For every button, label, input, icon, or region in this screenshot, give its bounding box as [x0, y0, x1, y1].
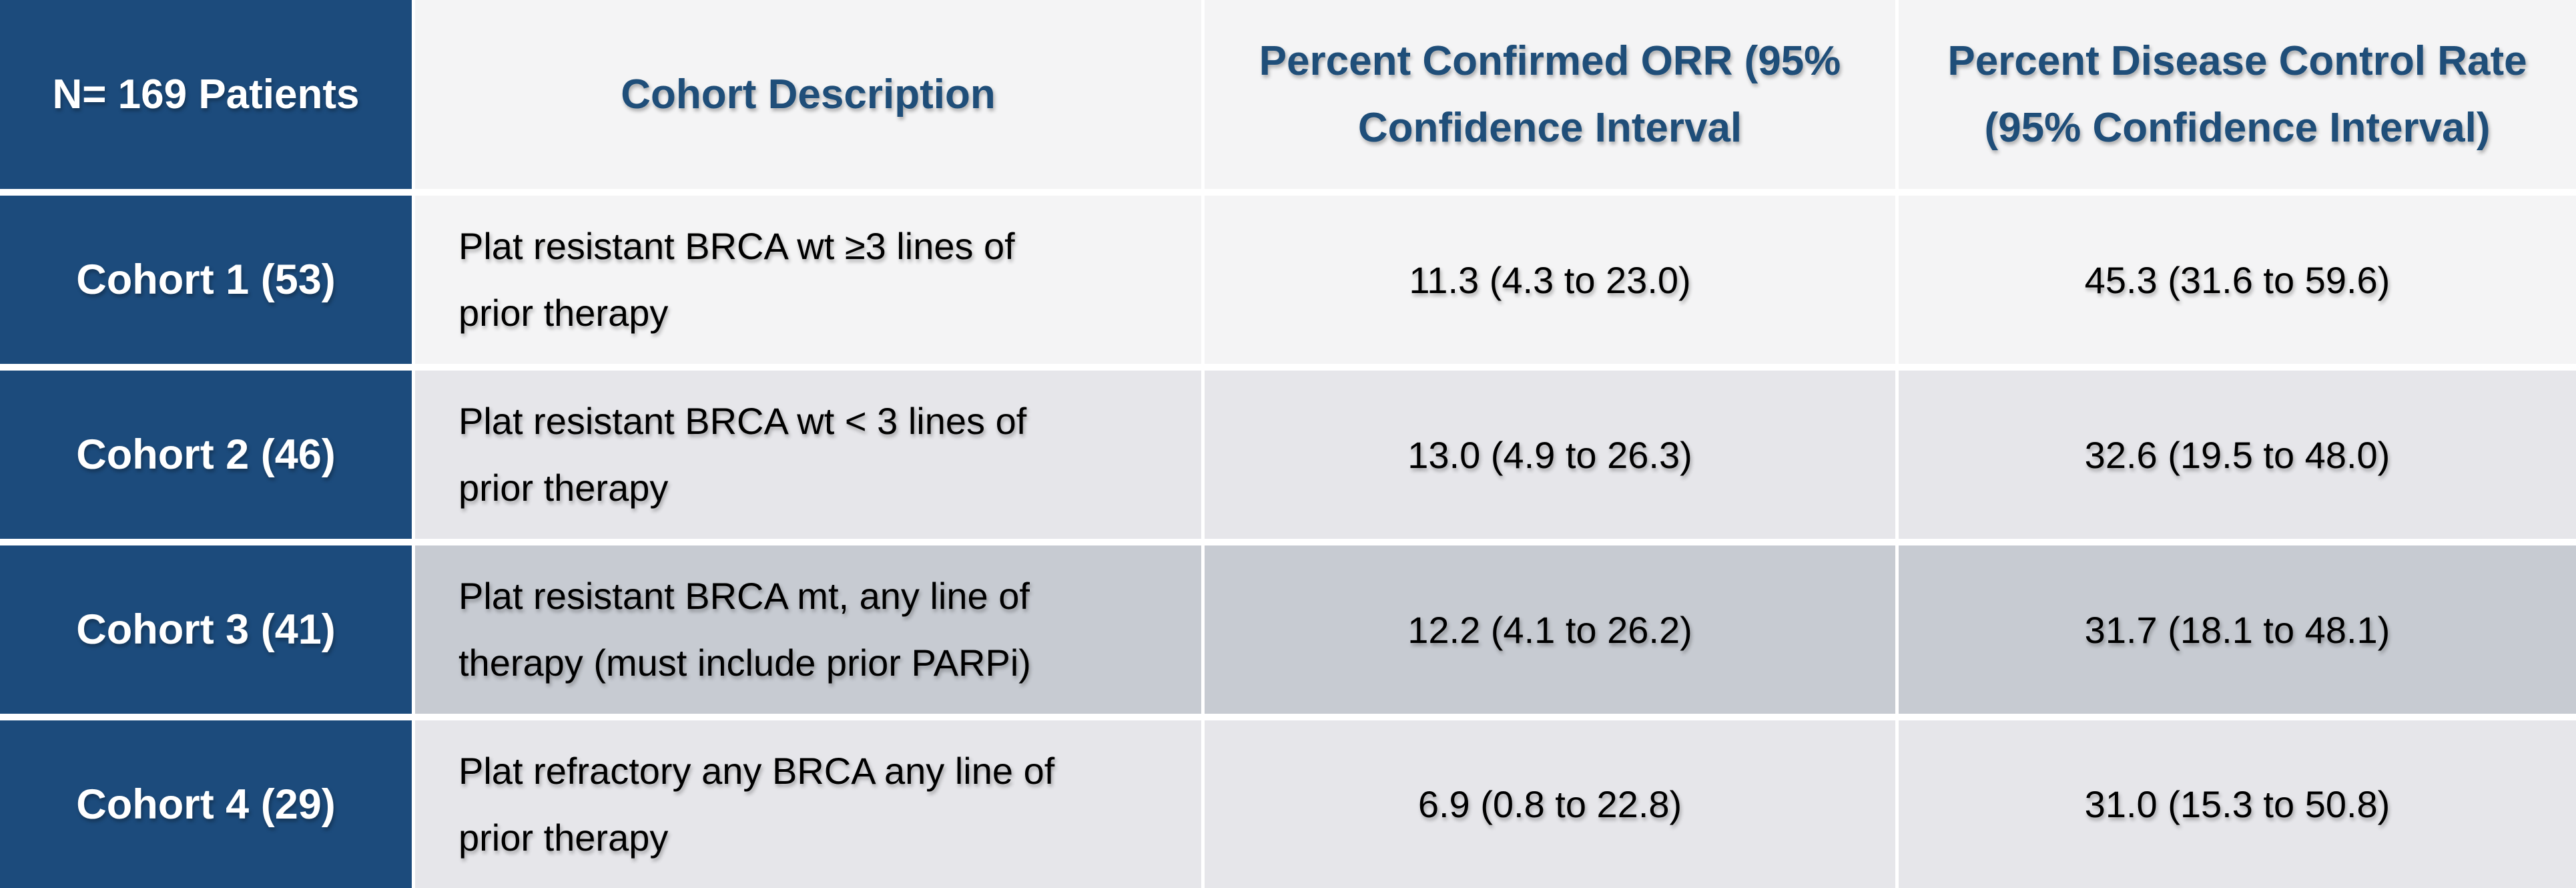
dcr-value-cell: 45.3 (31.6 to 59.6)	[1899, 196, 2576, 364]
header-percent-disease-control-rate: Percent Disease Control Rate (95% Confid…	[1899, 0, 2576, 189]
orr-value-cell: 6.9 (0.8 to 22.8)	[1205, 720, 1895, 888]
cohort-description-cell: Plat resistant BRCA mt, any line of ther…	[415, 545, 1201, 714]
dcr-value-cell: 32.6 (19.5 to 48.0)	[1899, 371, 2576, 539]
cohort-label: Cohort 1 (53)	[0, 196, 412, 364]
header-cohort-description: Cohort Description	[415, 0, 1201, 189]
cohort-label: Cohort 3 (41)	[0, 545, 412, 714]
dcr-value-cell: 31.0 (15.3 to 50.8)	[1899, 720, 2576, 888]
header-percent-confirmed-orr: Percent Confirmed ORR (95% Confidence In…	[1205, 0, 1895, 189]
orr-value-cell: 13.0 (4.9 to 26.3)	[1205, 371, 1895, 539]
orr-value-cell: 11.3 (4.3 to 23.0)	[1205, 196, 1895, 364]
cohort-description-cell: Plat resistant BRCA wt ≥3 lines of prior…	[415, 196, 1201, 364]
header-n-patients: N= 169 Patients	[0, 0, 412, 189]
cohort-label: Cohort 2 (46)	[0, 371, 412, 539]
cohort-description-cell: Plat resistant BRCA wt < 3 lines of prio…	[415, 371, 1201, 539]
cohort-description-cell: Plat refractory any BRCA any line of pri…	[415, 720, 1201, 888]
orr-value-cell: 12.2 (4.1 to 26.2)	[1205, 545, 1895, 714]
cohort-label: Cohort 4 (29)	[0, 720, 412, 888]
dcr-value-cell: 31.7 (18.1 to 48.1)	[1899, 545, 2576, 714]
